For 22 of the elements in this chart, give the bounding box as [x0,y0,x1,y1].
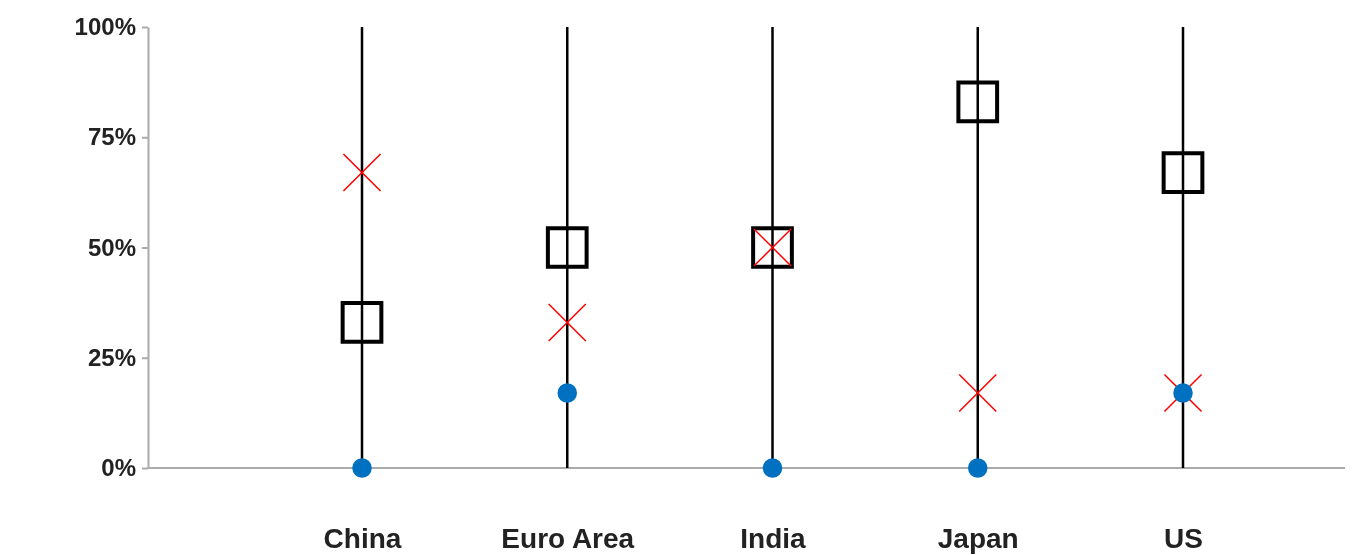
point [1173,383,1193,403]
point [557,383,578,403]
y-tick-label: 100% [74,13,136,41]
point [545,226,589,269]
point [340,301,384,344]
x-tick-label: India [740,523,807,554]
point [762,458,783,478]
point [547,303,587,342]
y-tick-label: 75% [87,123,136,151]
point [967,458,988,478]
x-tick-label: Japan [937,523,1019,554]
x-tick-label: US [1164,523,1203,554]
y-tick-label: 50% [87,233,136,261]
y-tick-label: 0% [101,454,136,482]
point [352,458,372,478]
point [1161,151,1205,194]
point [958,373,998,413]
point [956,80,1000,124]
x-tick-label: China [323,523,402,554]
point [342,153,382,192]
x-tick-label: Euro Area [501,523,635,554]
y-tick-label: 25% [87,343,136,371]
